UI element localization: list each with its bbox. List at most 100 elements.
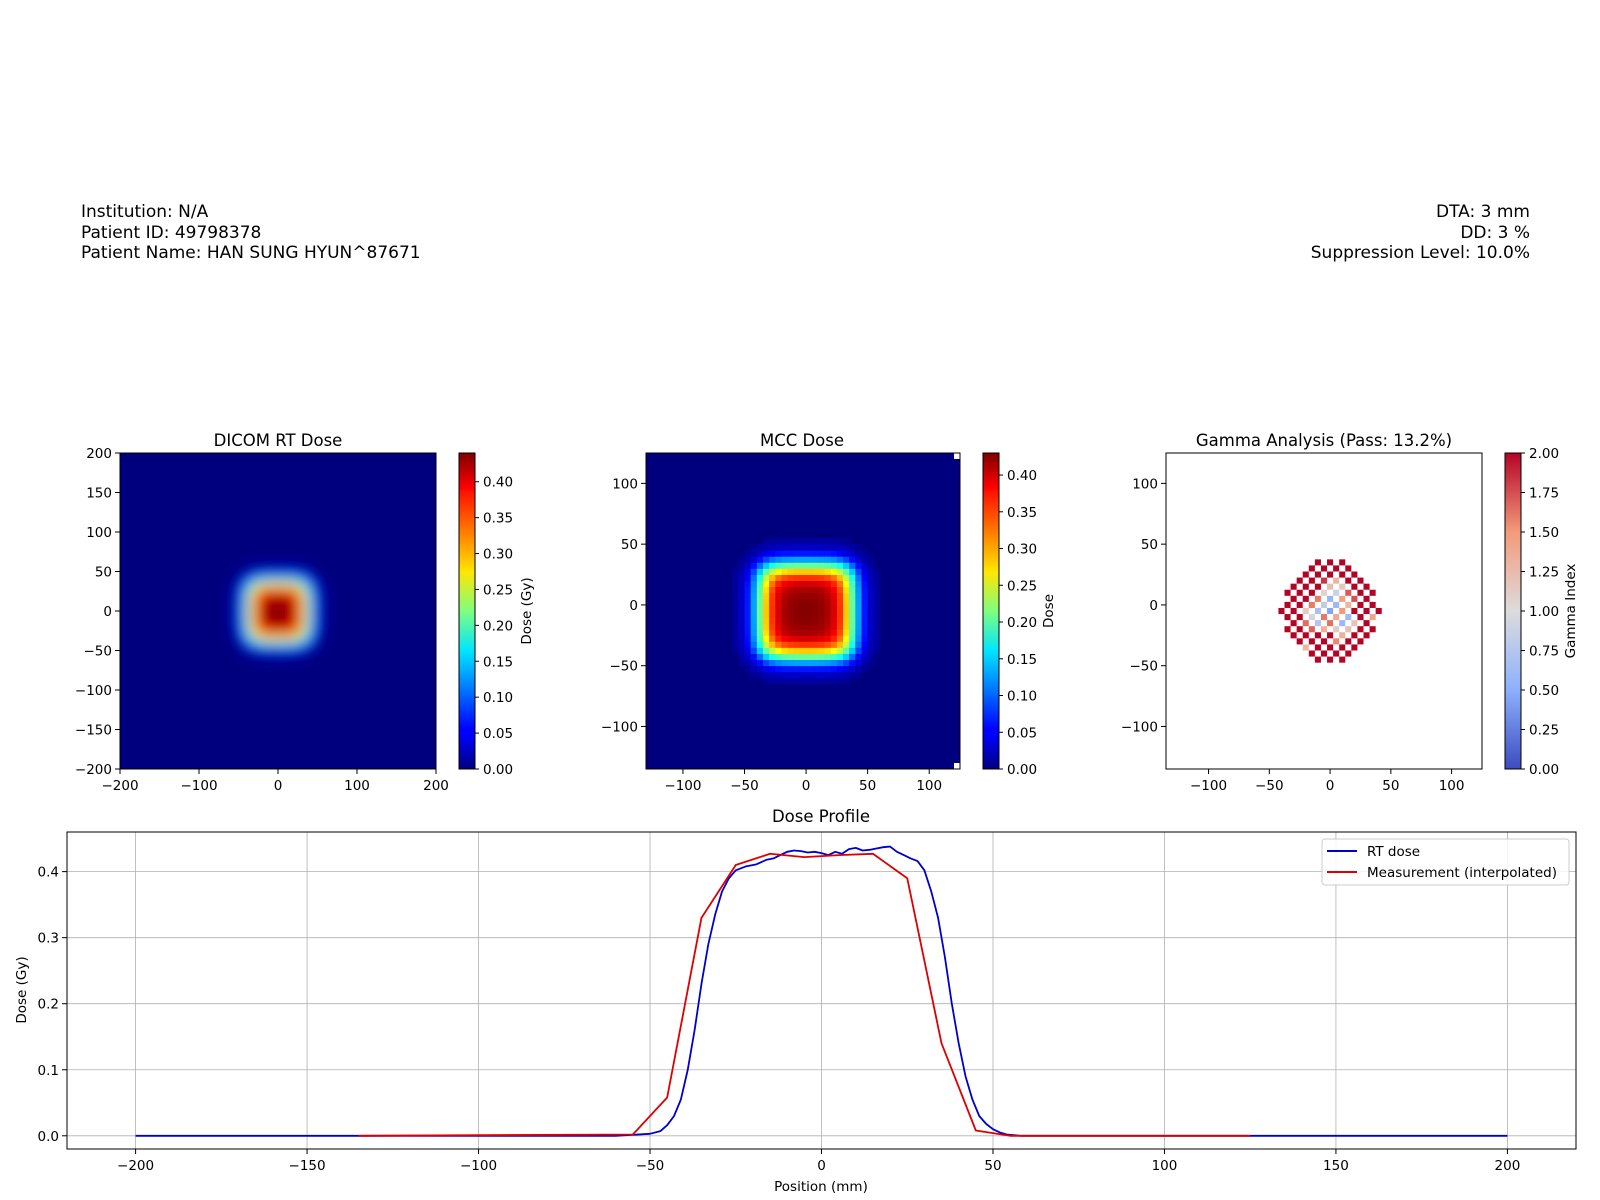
mcc-dose-cell	[843, 580, 850, 588]
rt-dose-cell	[315, 611, 320, 615]
mcc-dose-cell	[744, 653, 752, 661]
rt-dose-cell	[255, 636, 260, 641]
colorbar-tick-label: 0.10	[483, 690, 513, 706]
rt-dose-cell	[252, 626, 257, 631]
mcc-dose-cell	[867, 586, 875, 594]
rt-dose-cell	[290, 588, 295, 593]
gamma-cell	[1320, 626, 1328, 633]
rt-dose-cell	[274, 576, 279, 580]
gamma-cell	[1327, 559, 1334, 566]
mcc-dose-cell	[744, 556, 752, 563]
mcc-dose-cell	[806, 604, 813, 612]
mcc-dose-cell	[775, 623, 782, 630]
rt-dose-cell	[306, 604, 311, 609]
mcc-dose-cell	[787, 665, 795, 673]
mcc-dose-cell	[756, 604, 764, 612]
mcc-dose-cell	[769, 677, 776, 685]
mcc-dose-cell	[843, 665, 850, 673]
mcc-dose-cell	[843, 550, 850, 557]
mcc-dose-cell	[855, 544, 862, 551]
x-tick-label: −50	[1255, 778, 1284, 794]
rt-dose-cell	[271, 601, 276, 606]
colorbar-tick-label: 0.40	[1007, 468, 1037, 484]
mcc-dose-cell	[818, 611, 825, 618]
mcc-dose-cell	[855, 562, 862, 569]
rt-dose-cell	[315, 588, 320, 593]
gamma-cell	[1327, 595, 1334, 602]
rt-dose-cell	[293, 595, 298, 599]
mcc-dose-cell	[762, 659, 770, 667]
gamma-cell	[1327, 607, 1334, 615]
gamma-cell	[1327, 644, 1334, 651]
rt-dose-cell	[268, 623, 273, 628]
gamma-title: Gamma Analysis (Pass: 13.2%)	[1196, 431, 1452, 450]
mcc-dose-cell	[781, 623, 789, 630]
rt-dose-cell	[271, 582, 276, 587]
rt-dose-cell	[312, 623, 317, 628]
mcc-dose-cell	[769, 635, 776, 642]
colorbar-tick-label: 0.15	[1007, 652, 1037, 668]
gamma-cell	[1375, 607, 1382, 615]
rt-dose-cell	[236, 626, 241, 631]
rt-dose-cell	[309, 642, 314, 647]
colorbar-tick-label: 0.25	[483, 582, 513, 598]
rt-dose-cell	[249, 620, 254, 625]
mcc-dose-cell	[793, 574, 801, 582]
rt-dose-cell	[240, 611, 244, 615]
mcc-dose-cell	[806, 677, 813, 685]
rt-dose-cell	[236, 633, 241, 637]
rt-dose-cell	[255, 563, 260, 568]
rt-dose-cell	[236, 620, 241, 625]
dose-profile-xlabel: Position (mm)	[774, 1179, 868, 1195]
mcc-dose-cell	[793, 659, 801, 667]
rt-dose-cell	[309, 573, 314, 577]
mcc-dose-cell	[732, 647, 739, 654]
rt-dose-cell	[312, 588, 317, 593]
rt-dose-cell	[233, 633, 238, 637]
mcc-dose-cell	[843, 538, 850, 545]
rt-dose-cell	[287, 645, 292, 650]
mcc-dose-cell	[793, 598, 801, 606]
mcc-dose-cell	[732, 629, 739, 636]
mcc-dose-cell	[750, 568, 758, 575]
rt-dose-cell	[240, 579, 244, 584]
rt-dose-cell	[259, 579, 263, 584]
rt-dose-cell	[243, 639, 247, 644]
rt-dose-cell	[300, 579, 304, 584]
mcc-dose-cell	[750, 544, 758, 551]
rt-dose-cell	[293, 607, 298, 612]
rt-dose-cell	[274, 588, 279, 593]
rt-dose-cell	[268, 563, 273, 568]
rt-dose-cell	[259, 607, 263, 612]
mcc-dose-cell	[812, 617, 819, 624]
rt-dose-cell	[259, 620, 263, 625]
mcc-dose-cell	[787, 629, 795, 636]
mcc-dose-cell	[867, 659, 875, 667]
rt-dose-cell	[284, 579, 289, 584]
rt-dose-cell	[271, 595, 276, 599]
mcc-dose-cell	[855, 635, 862, 642]
mcc-dose-cell	[843, 653, 850, 661]
gamma-cell	[1308, 577, 1315, 584]
gamma-cell	[1284, 589, 1291, 596]
rt-dose-cell	[312, 642, 317, 647]
rt-dose-cell	[240, 588, 244, 593]
gamma-cell	[1314, 595, 1321, 602]
rt-dose-cell	[290, 604, 295, 609]
mcc-dose-cell	[867, 568, 875, 575]
rt-dose-cell	[233, 629, 238, 634]
rt-dose-cell	[303, 607, 308, 612]
rt-dose-cell	[309, 626, 314, 631]
x-tick-label: −150	[289, 1158, 326, 1174]
rt-dose-cell	[259, 614, 263, 618]
mcc-dose-cell	[738, 598, 745, 606]
mcc-dose-cell	[861, 580, 869, 588]
x-tick-label: −50	[730, 778, 759, 794]
dose-profile-panel: Dose Profile −200 −150 −100 −50 0 50 100 150 200…	[14, 807, 1577, 1195]
mcc-dose-cell	[849, 580, 856, 588]
mcc-dose-cell	[756, 562, 764, 569]
x-tick-label: −100	[180, 778, 217, 794]
mcc-dose-cell	[867, 580, 875, 588]
mcc-dose-cell	[793, 592, 801, 600]
rt-dose-cell	[268, 579, 273, 584]
